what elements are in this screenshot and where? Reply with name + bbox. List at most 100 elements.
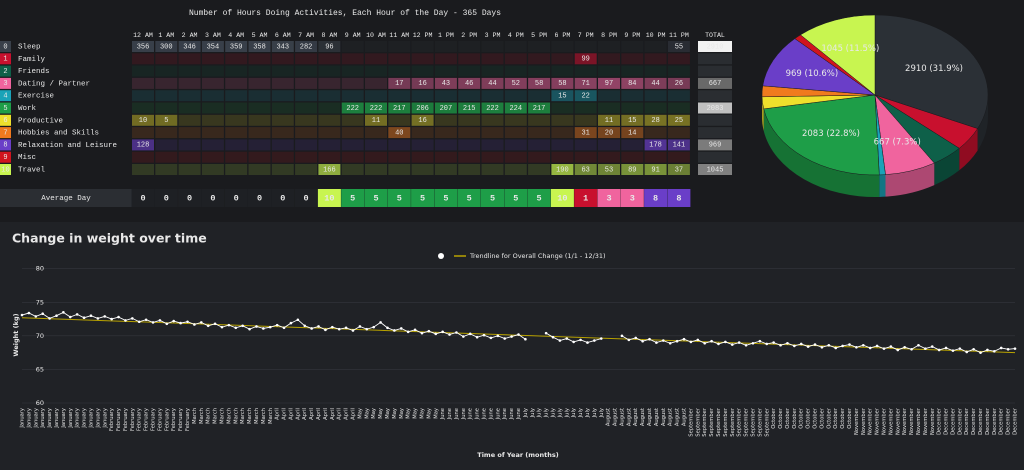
hour-cell (434, 41, 457, 52)
hour-header: 8 AM (321, 32, 337, 39)
hour-cell (341, 114, 364, 126)
weight-point (703, 341, 706, 345)
average-cell (317, 189, 341, 207)
row-code: 10 (1, 166, 9, 174)
weight-point (730, 343, 734, 346)
pie-slice-side (885, 163, 935, 197)
weight-line (621, 335, 1016, 354)
hour-cell (621, 139, 644, 151)
cell-value: 11 (372, 117, 380, 125)
weight-point (482, 333, 486, 337)
hour-header: 1 AM (158, 32, 174, 39)
x-tick-label: June (495, 408, 501, 420)
hour-cell (225, 90, 248, 102)
hour-cell (178, 127, 201, 139)
weight-point (917, 343, 920, 347)
weight-point (986, 348, 989, 352)
hour-cell (365, 53, 387, 65)
hour-cell (365, 164, 387, 175)
weight-point (62, 311, 65, 314)
hour-cell (667, 102, 690, 114)
hour-cell (318, 41, 341, 52)
hour-cell (388, 102, 411, 114)
hour-cell (621, 114, 644, 126)
hour-cell (341, 65, 364, 77)
weight-point (227, 323, 231, 327)
hour-cell (178, 114, 201, 126)
hour-cell (365, 77, 387, 89)
hour-cell (318, 53, 341, 65)
hour-cell (528, 102, 551, 114)
x-tick-label: April (344, 408, 350, 420)
hour-cell (318, 65, 341, 77)
x-tick-label: July (592, 408, 598, 418)
hour-cell (178, 41, 201, 52)
hour-cell (574, 114, 597, 126)
weight-point (268, 325, 272, 329)
average-cell (294, 189, 318, 207)
hour-cell (155, 114, 178, 126)
hour-cell (388, 139, 411, 151)
hour-header: 4 AM (228, 32, 244, 39)
x-tick-label: March (247, 408, 253, 424)
average-value: 0 (280, 193, 285, 203)
cell-value: 71 (581, 80, 589, 88)
average-cell (550, 189, 574, 207)
hour-cell (458, 65, 481, 77)
weight-point (524, 337, 527, 341)
hour-cell (458, 114, 481, 126)
average-value: 0 (304, 193, 309, 203)
cell-value: 52 (512, 80, 520, 88)
average-cell (667, 189, 691, 207)
x-tick-label: August (619, 408, 625, 426)
cell-value: 40 (395, 129, 403, 137)
x-tick-label: March (233, 408, 239, 424)
average-value: 5 (350, 193, 355, 203)
x-tick-label: April (330, 408, 336, 420)
x-tick-label: January (26, 408, 32, 429)
hour-cell (458, 90, 481, 102)
x-tick-label: September (723, 407, 729, 437)
weight-point (972, 347, 975, 351)
cell-value: 222 (346, 105, 359, 113)
weight-point (572, 340, 575, 344)
weight-point (689, 340, 693, 344)
pie-slice (763, 94, 880, 176)
weight-point (310, 327, 313, 330)
pie-slice-side (762, 96, 764, 131)
cell-value: 215 (463, 105, 476, 113)
x-tick-label: December (978, 407, 984, 435)
cell-value: 15 (628, 117, 636, 125)
hour-cell (178, 65, 201, 77)
x-tick-label: April (302, 408, 308, 420)
hour-cell (574, 53, 597, 65)
row-label: Travel (18, 166, 46, 174)
weight-point (841, 344, 844, 348)
hour-header: 5 PM (531, 32, 547, 39)
weight-point (965, 350, 969, 354)
weight-point (579, 338, 582, 342)
hour-cell (155, 65, 178, 77)
pie-label: 969 (10.6%) (786, 69, 839, 79)
cell-value: 96 (325, 43, 333, 51)
x-tick-label: August (675, 408, 681, 426)
hour-cell (201, 41, 224, 52)
y-axis-title: Weight (kg) (12, 313, 20, 356)
row-code: 1 (3, 56, 7, 64)
weight-point (510, 335, 513, 338)
hour-cell (644, 90, 667, 102)
hour-cell (621, 53, 644, 65)
hour-cell (667, 164, 690, 175)
hour-cell (318, 114, 341, 126)
x-tick-label: February (144, 408, 150, 431)
hour-cell (504, 139, 527, 151)
average-value: 5 (467, 193, 472, 203)
hour-cell (341, 151, 364, 163)
hour-cell (178, 77, 201, 89)
x-tick-label: October (840, 407, 846, 429)
x-tick-label: December (1013, 407, 1019, 435)
row-code-box (0, 65, 11, 77)
cell-value: 44 (488, 80, 496, 88)
hour-cell (388, 90, 411, 102)
hour-cell (434, 90, 457, 102)
